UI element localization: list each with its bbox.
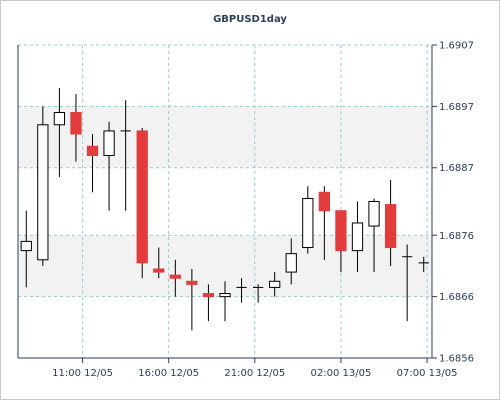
candle: [368, 198, 380, 273]
chart-title: GBPUSD1day: [213, 14, 287, 25]
candle: [219, 281, 231, 322]
candle-body-down: [86, 145, 99, 156]
y-tick-label: 1.6856: [439, 354, 474, 365]
candle-body-up: [37, 124, 49, 261]
candle: [186, 269, 198, 331]
candle: [335, 210, 347, 273]
x-tick-label: 21:00 12/05: [224, 368, 285, 379]
plot-band: [18, 106, 432, 168]
candle: [236, 278, 247, 303]
candle-body-down: [136, 130, 148, 264]
candle: [153, 247, 165, 279]
candle: [53, 87, 66, 177]
candle-body-up: [368, 201, 380, 227]
candle: [169, 259, 181, 297]
candle-body-up: [285, 253, 297, 273]
tick-labels: 1.6907 1.6897 1.6887 1.6876 1.6866 1.6856 11:0…: [52, 41, 474, 380]
candle-body-down: [202, 293, 215, 298]
candle-body-up: [269, 280, 281, 288]
y-tick-label: 1.6876: [439, 231, 474, 242]
candle-body-down: [318, 191, 330, 212]
candle: [285, 238, 297, 285]
candle: [351, 201, 364, 273]
candle: [269, 272, 281, 297]
x-tick-label: 16:00 12/05: [138, 368, 199, 379]
candle-body-down: [384, 204, 397, 249]
candle-body-down: [153, 268, 165, 273]
y-tick-label: 1.6897: [439, 102, 474, 113]
candle: [418, 256, 429, 273]
candle: [318, 186, 330, 260]
candle: [384, 180, 397, 266]
candle-body-up: [53, 112, 66, 126]
candle: [103, 121, 115, 211]
candle: [136, 127, 148, 279]
candle-body-down: [169, 274, 181, 279]
candle: [202, 284, 215, 322]
candle: [20, 210, 32, 288]
candle-body-up: [219, 293, 231, 298]
candle: [70, 94, 82, 162]
x-tick-label: 07:00 13/05: [397, 368, 458, 379]
candle: [402, 244, 413, 322]
candle: [86, 133, 99, 193]
axes: [17, 44, 437, 363]
x-tick-label: 11:00 12/05: [52, 368, 113, 379]
candle: [252, 284, 264, 303]
candles-group: [20, 87, 429, 331]
y-tick-label: 1.6866: [439, 292, 474, 303]
y-tick-label: 1.6887: [439, 163, 474, 174]
candle-body-up: [351, 222, 364, 252]
candle-body-up: [302, 197, 314, 249]
candle-body-down: [70, 112, 82, 135]
candle-body-up: [20, 240, 32, 252]
candle-body-down: [186, 280, 198, 285]
candle-body-up: [103, 130, 115, 156]
candle: [302, 186, 314, 254]
candle-body-down: [335, 210, 347, 252]
y-tick-label: 1.6907: [439, 41, 474, 52]
candle: [37, 106, 49, 266]
candle: [120, 100, 131, 211]
x-tick-label: 02:00 13/05: [311, 368, 372, 379]
